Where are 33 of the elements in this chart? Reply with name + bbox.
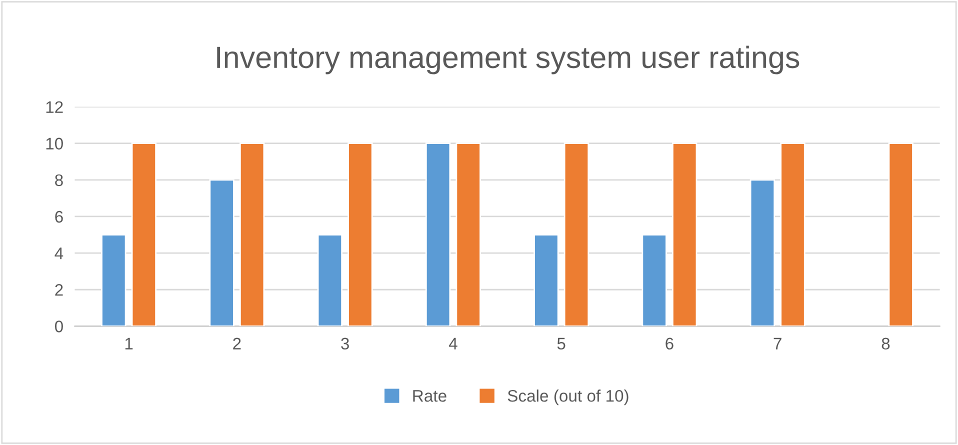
x-tick-label: 2 [233, 338, 241, 350]
bar [780, 142, 806, 326]
y-tick-label: 12 [46, 101, 63, 113]
x-tick-label: 5 [557, 338, 566, 350]
y-tick-label: 8 [55, 174, 63, 186]
legend-label: Scale (out of 10) [508, 390, 628, 406]
bar [534, 234, 559, 326]
chart-title: Inventory management system user ratings [217, 46, 800, 74]
bar [564, 142, 590, 326]
bar [642, 234, 667, 326]
bar [101, 234, 126, 326]
x-tick-label: 4 [448, 338, 458, 350]
y-tick-label: 10 [46, 138, 63, 150]
bar [317, 234, 343, 326]
x-tick-label: 1 [125, 338, 133, 350]
bar [131, 142, 157, 326]
x-tick-label: 7 [774, 338, 782, 350]
x-tick-label: 6 [666, 338, 674, 350]
bar [750, 179, 776, 326]
legend-label: Rate [413, 390, 446, 402]
bar [239, 142, 265, 326]
bar [456, 142, 481, 326]
bar [348, 142, 373, 326]
x-tick-label: 8 [882, 338, 890, 350]
bar [425, 142, 451, 326]
bar [888, 142, 914, 326]
y-tick-label: 6 [55, 210, 63, 223]
y-tick-label: 0 [54, 320, 63, 332]
y-tick-label: 4 [54, 248, 64, 260]
bar [672, 142, 698, 326]
x-tick-label: 3 [341, 338, 349, 350]
bar [209, 179, 234, 326]
y-tick-label: 2 [55, 284, 63, 296]
